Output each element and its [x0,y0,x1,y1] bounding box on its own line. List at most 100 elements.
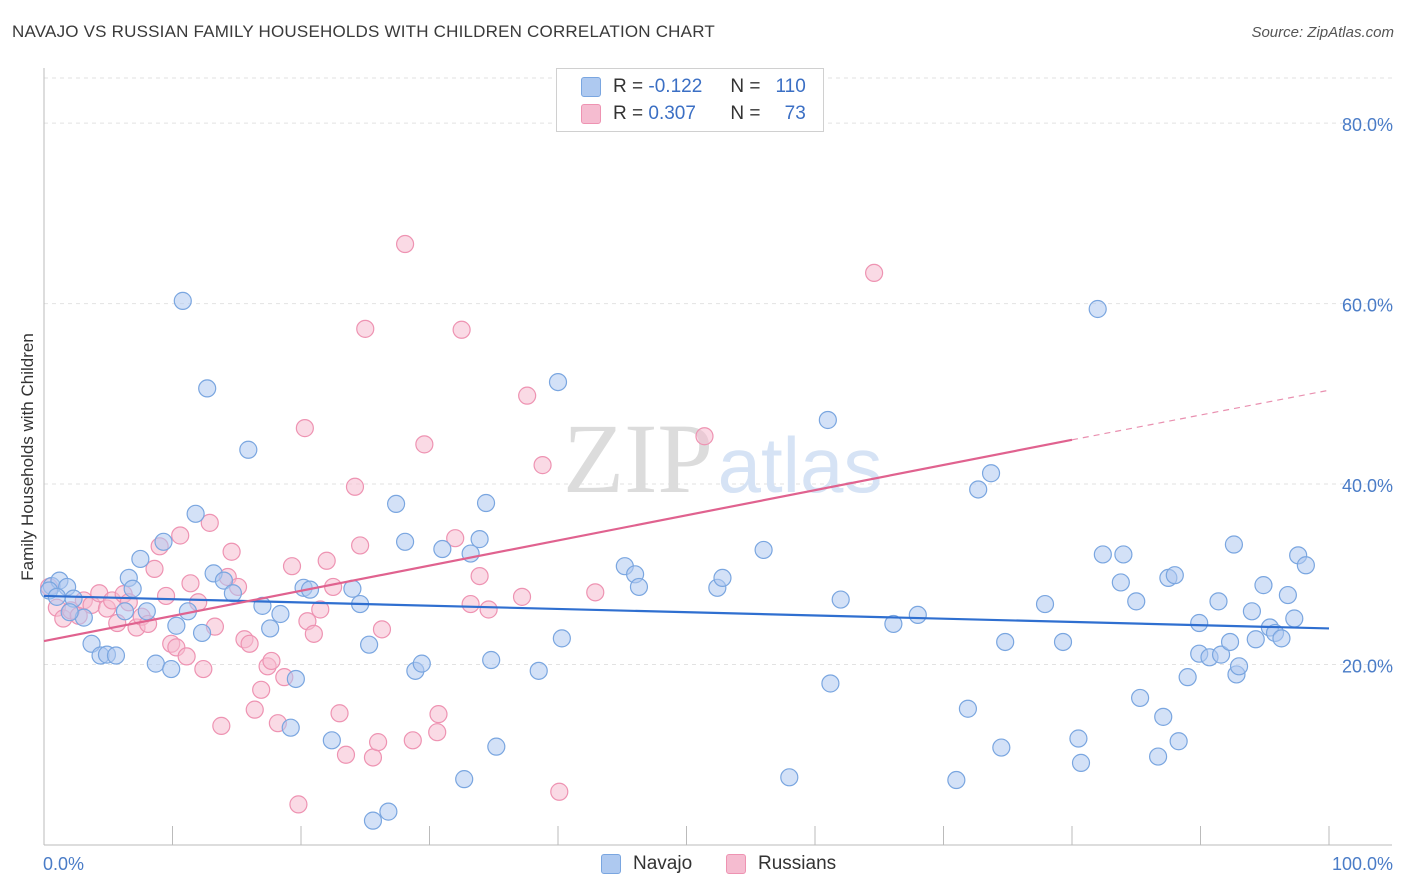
russians-point-30 [222,542,241,561]
navajo-point-86 [1169,732,1188,751]
navajo-point-48 [476,493,496,513]
russians-point-35 [252,680,271,699]
russians-point-23 [181,574,200,593]
russians-point-18 [156,586,176,606]
russians-point-54 [369,733,388,752]
navajo-point-24 [214,571,233,590]
russians-point-69 [550,782,569,801]
russians-point-34 [245,700,264,719]
y-tick-label-80: 80.0% [1342,115,1393,135]
navajo-point-94 [1224,535,1244,554]
bottom-russians-label: Russians [758,853,837,874]
navajo-point-73 [1053,632,1073,652]
bottom-navajo-swatch [601,854,621,874]
axes [43,68,1392,846]
navajo-r-value: -0.122 [648,76,703,97]
russians-r-label: R = [613,103,644,124]
russians-point-55 [372,620,392,639]
navajo-point-109 [60,603,79,622]
navajo-point-78 [1111,573,1130,592]
navajo-point-79 [1114,545,1133,564]
navajo-point-28 [261,619,280,638]
russians-point-45 [311,600,330,619]
navajo-point-37 [360,635,379,654]
navajo-point-92 [1211,645,1231,664]
navajo-point-85 [1165,566,1184,585]
navajo-point-89 [1190,613,1209,633]
navajo-point-9 [115,602,135,621]
navajo-point-34 [322,731,341,750]
navajo-point-50 [487,737,506,756]
bottom-legend-russians: Russians [726,851,836,877]
russians-point-56 [395,234,415,254]
navajo-point-72 [1035,594,1055,614]
navajo-point-26 [239,440,258,459]
navajo-point-66 [947,770,966,790]
y-tick-label-40: 40.0% [1342,476,1393,496]
navajo-point-76 [1088,299,1107,319]
navajo-point-25 [223,584,242,603]
x-tick-label-max: 100.0% [1332,854,1393,874]
legend-row-russians: R = 0.307 N = 73 [581,102,806,126]
russians-point-59 [429,705,448,724]
navajo-point-70 [992,738,1011,757]
navajo-point-96 [1229,657,1249,676]
russians-point-67 [518,386,537,405]
russians-point-70 [586,583,605,602]
russians-point-65 [479,600,498,619]
watermark: ZIP atlas [563,403,882,514]
navajo-point-102 [1272,629,1291,648]
navajo-point-58 [713,568,732,588]
navajo-point-22 [198,379,217,398]
navajo-point-104 [1285,609,1304,628]
russians-point-64 [470,566,489,586]
navajo-point-49 [482,650,501,670]
navajo-point-81 [1131,688,1150,708]
navajo-point-44 [433,539,452,559]
russians-point-40 [282,557,302,576]
navajo-point-69 [981,464,1001,483]
navajo-point-51 [529,661,548,680]
russians-trend-extension [1071,389,1330,441]
russians-point-33 [240,634,259,653]
russians-point-22 [177,647,196,666]
bottom-legend-navajo: Navajo [601,851,692,877]
navajo-point-30 [281,718,300,737]
trend-lines [43,389,1330,643]
russians-point-47 [324,577,343,597]
russians-n-value: 73 [784,103,806,124]
navajo-point-39 [379,802,398,821]
navajo-point-83 [1154,707,1173,726]
navajo-point-41 [395,532,415,551]
navajo-point-52 [548,372,568,392]
navajo-point-17 [167,616,186,635]
navajo-point-47 [470,530,489,549]
russians-point-49 [336,745,356,764]
russians-point-71 [695,427,714,446]
navajo-point-63 [831,590,850,609]
navajo-point-99 [1254,576,1273,595]
navajo-point-31 [286,669,305,689]
navajo-point-64 [884,614,903,634]
navajo-point-97 [1242,602,1262,621]
y-axis-label: Family Households with Children [18,333,37,581]
navajo-point-93 [1220,632,1240,652]
russians-point-53 [363,748,383,767]
russians-point-37 [262,651,281,671]
source-label: Source: ZipAtlas.com [1251,24,1394,41]
navajo-point-20 [186,504,205,523]
russians-point-60 [428,723,447,742]
navajo-point-71 [996,632,1015,652]
russians-point-46 [317,551,336,570]
navajo-point-62 [821,674,840,693]
navajo-r-label: R = [613,76,644,97]
russians-swatch [581,104,601,124]
navajo-point-11 [123,579,142,598]
navajo-point-60 [780,768,799,787]
russians-point-26 [200,513,219,532]
navajo-point-21 [192,623,212,643]
tick-labels: 20.0% 40.0% 60.0% 80.0% 0.0% 100.0% [43,115,1393,874]
russians-point-51 [351,536,370,555]
watermark-atlas: atlas [718,421,883,509]
navajo-point-12 [131,549,150,569]
